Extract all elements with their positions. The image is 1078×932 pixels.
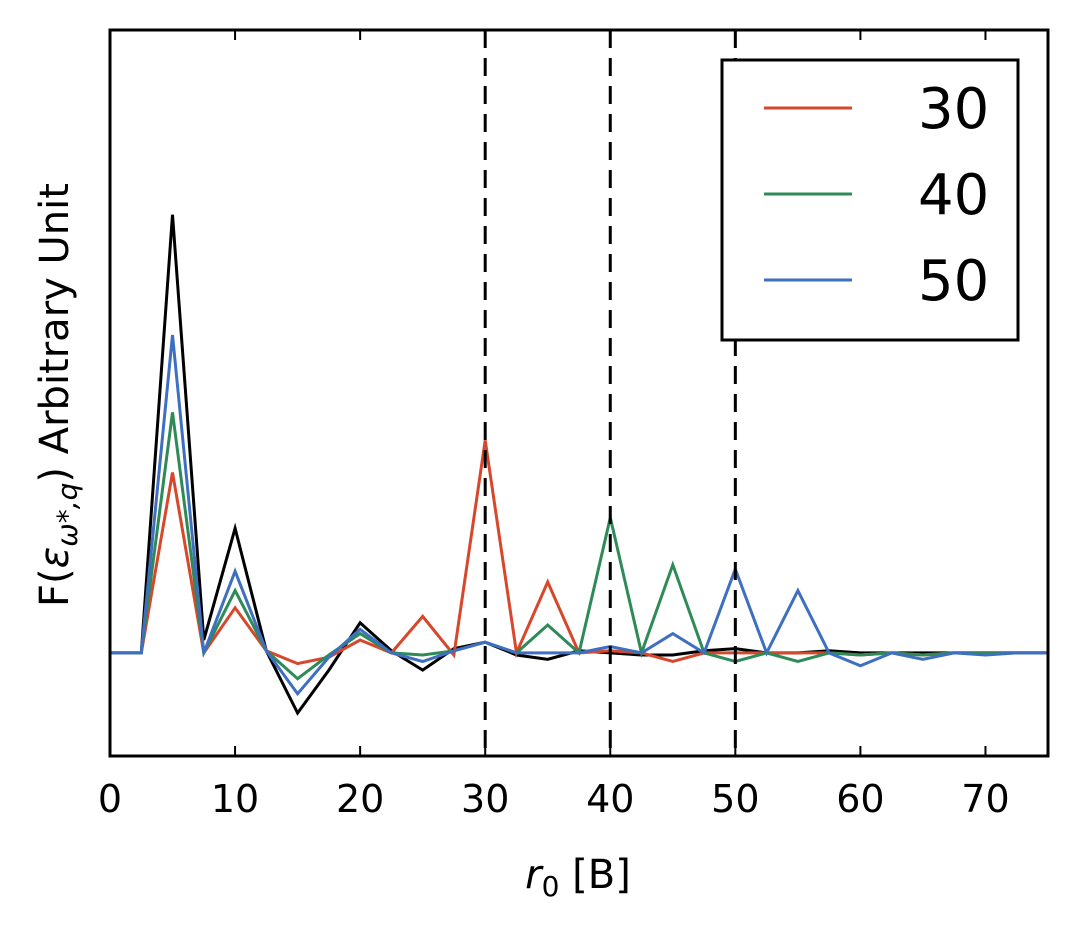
y-axis-label-suffix: ) Arbitrary Unit bbox=[32, 183, 78, 483]
legend-label-series-30: 30 bbox=[918, 77, 989, 142]
plot-frame bbox=[108, 28, 1050, 758]
y-axis-label-prefix: F( bbox=[32, 568, 78, 607]
x-tick-label-0: 0 bbox=[98, 777, 122, 821]
x-axis-label-unit: [B] bbox=[559, 852, 630, 898]
axis-ticks: 0 10 20 30 40 50 60 70 bbox=[98, 30, 1010, 821]
plot-lines bbox=[110, 214, 1048, 716]
x-tick-label-70: 70 bbox=[961, 777, 1009, 821]
x-axis-label-symbol: r bbox=[525, 852, 544, 898]
y-axis-label-epsilon: ε bbox=[32, 547, 78, 569]
x-tick-label-40: 40 bbox=[586, 777, 634, 821]
legend-label-series-40: 40 bbox=[918, 163, 989, 228]
x-tick-label-50: 50 bbox=[711, 777, 759, 821]
y-axis-label-subscript: ω*,q bbox=[51, 483, 84, 547]
x-tick-label-30: 30 bbox=[461, 777, 509, 821]
legend: 30 40 50 bbox=[720, 58, 1020, 342]
x-axis-label: r0 [B] bbox=[525, 852, 631, 903]
x-axis-label-subscript: 0 bbox=[542, 870, 560, 903]
legend-label-series-50: 50 bbox=[918, 249, 989, 314]
line-series-40 bbox=[110, 412, 1048, 681]
x-tick-label-60: 60 bbox=[836, 777, 884, 821]
line-series-30 bbox=[110, 440, 1048, 666]
x-tick-label-20: 20 bbox=[336, 777, 384, 821]
y-axis-label: F(εω*,q) Arbitrary Unit bbox=[32, 183, 84, 607]
x-tick-label-10: 10 bbox=[211, 777, 259, 821]
line-series-50 bbox=[110, 334, 1048, 697]
